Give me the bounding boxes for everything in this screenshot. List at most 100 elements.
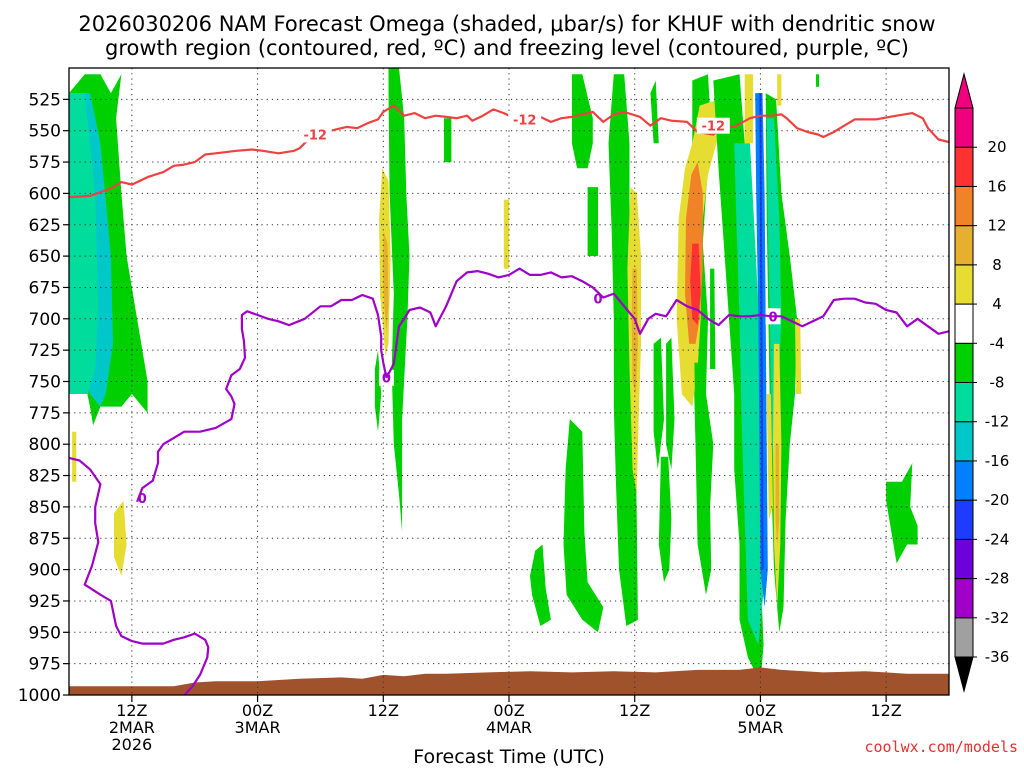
contour-label: -12 <box>303 128 327 143</box>
omega-shaded-region <box>587 187 598 257</box>
contour-label-bg <box>298 126 332 143</box>
colorbar-under-arrow <box>954 656 974 693</box>
y-tick-label: 700 <box>29 310 61 330</box>
colorbar-segment <box>954 460 974 501</box>
y-tick-label: 575 <box>29 153 61 173</box>
omega-shaded-region <box>666 337 675 470</box>
omega-shaded-region <box>608 74 638 627</box>
colorbar-segment <box>954 342 974 383</box>
colorbar-segment <box>954 185 974 227</box>
x-tick-label: 00Z <box>745 701 776 720</box>
y-tick-label: 625 <box>29 216 61 236</box>
y-tick-label: 1000 <box>18 686 61 706</box>
x-tick-label: 2026 <box>111 735 152 754</box>
y-tick-label: 525 <box>29 90 61 110</box>
y-tick-label: 850 <box>29 498 61 518</box>
colorbar-segment <box>954 146 974 187</box>
y-tick-label: 950 <box>29 623 61 643</box>
omega-shaded-region <box>114 500 127 576</box>
omega-shading <box>69 68 949 695</box>
colorbar-label: -20 <box>985 491 1010 509</box>
colorbar-segment <box>954 107 974 148</box>
omega-shaded-region <box>777 74 782 106</box>
colorbar-segment <box>954 617 974 658</box>
y-tick-label: 600 <box>29 184 61 204</box>
contour-label: 0 <box>768 310 777 325</box>
colorbar-label: 8 <box>992 256 1002 274</box>
colorbar-segment <box>954 303 974 344</box>
contour-label: 0 <box>138 492 147 507</box>
colorbar-label: -24 <box>985 530 1010 548</box>
omega-shaded-region <box>766 394 773 520</box>
plot-area <box>69 68 949 695</box>
colorbar-label: -36 <box>985 648 1010 666</box>
x-tick-label: 00Z <box>493 701 524 720</box>
contour-line-0 <box>385 267 949 379</box>
contour-label: 0 <box>594 293 603 308</box>
x-tick-label: 00Z <box>242 701 273 720</box>
omega-shaded-region <box>388 68 410 532</box>
colorbar-label: 12 <box>987 217 1006 235</box>
colorbar-label: -4 <box>990 334 1005 352</box>
omega-shaded-region <box>816 74 820 87</box>
y-tick-label: 925 <box>29 592 61 612</box>
colorbar-label: 20 <box>987 138 1006 156</box>
y-tick-label: 825 <box>29 467 61 487</box>
omega-shaded-region <box>503 199 509 269</box>
x-tick-label: 12Z <box>368 701 399 720</box>
omega-shaded-region <box>72 431 77 482</box>
x-tick-label: 4MAR <box>486 718 532 737</box>
colorbar-label: -12 <box>985 413 1010 431</box>
omega-shaded-region <box>734 143 766 645</box>
omega-shaded-region <box>631 268 638 394</box>
y-tick-label: 900 <box>29 561 61 581</box>
contour-label-bg <box>696 117 730 134</box>
colorbar-segment <box>954 499 974 540</box>
colorbar-segment <box>954 225 974 266</box>
omega-shaded-region <box>563 419 604 633</box>
omega-shaded-region <box>571 74 593 169</box>
chart-title-line2: growth region (contoured, red, ºC) and f… <box>105 36 909 60</box>
colorbar: -36 -32 -28 -24 -20 -16 -12 -8 -4 4 8 12 16 20 <box>954 72 1010 693</box>
x-tick-label: 12Z <box>116 701 147 720</box>
colorbar-segment <box>954 578 974 619</box>
colorbar-label: -8 <box>990 374 1005 392</box>
contour-line-0 <box>136 293 388 503</box>
colorbar-label: -28 <box>985 570 1010 588</box>
credit-text: coolwx.com/models <box>864 738 1018 756</box>
x-tick-label: 2MAR <box>109 718 155 737</box>
contour-label: -12 <box>702 120 726 135</box>
y-tick-label: 675 <box>29 278 61 298</box>
terrain-ground <box>69 667 949 695</box>
y-tick-label: 725 <box>29 341 61 361</box>
colorbar-over-arrow <box>954 72 974 109</box>
x-tick-label: 3MAR <box>235 718 281 737</box>
chart-title-line1: 2026030206 NAM Forecast Omega (shaded, μ… <box>78 12 935 36</box>
omega-shaded-region <box>759 93 764 570</box>
colorbar-segment <box>954 382 974 423</box>
omega-shaded-region <box>775 444 780 545</box>
contour-label-bg <box>378 369 394 386</box>
x-tick-label: 12Z <box>619 701 650 720</box>
x-axis-title: Forecast Time (UTC) <box>413 746 604 768</box>
omega-shaded-region <box>653 337 664 470</box>
omega-shaded-region <box>658 456 672 583</box>
x-tick-label: 5MAR <box>737 718 783 737</box>
y-tick-label: 750 <box>29 373 61 393</box>
colorbar-segment <box>954 421 974 462</box>
y-tick-label: 775 <box>29 404 61 424</box>
colorbar-label: -16 <box>985 452 1010 470</box>
omega-shaded-region <box>530 544 551 626</box>
y-axis-ticks: 525 550 575 600 625 650 675 700 725 750 775 800 825 8… <box>18 90 69 706</box>
x-tick-label: 12Z <box>870 701 901 720</box>
omega-shaded-region <box>650 80 659 144</box>
colorbar-label: -32 <box>985 609 1010 627</box>
omega-shaded-region <box>795 318 802 394</box>
omega-shaded-region <box>374 350 382 432</box>
contour-label: 0 <box>382 372 391 387</box>
omega-shaded-region <box>744 74 754 144</box>
contour-layer: -12 -12 -12 0 0 0 0 <box>69 104 949 695</box>
contour-label: -12 <box>513 113 537 128</box>
contour-label-bg <box>134 490 150 507</box>
